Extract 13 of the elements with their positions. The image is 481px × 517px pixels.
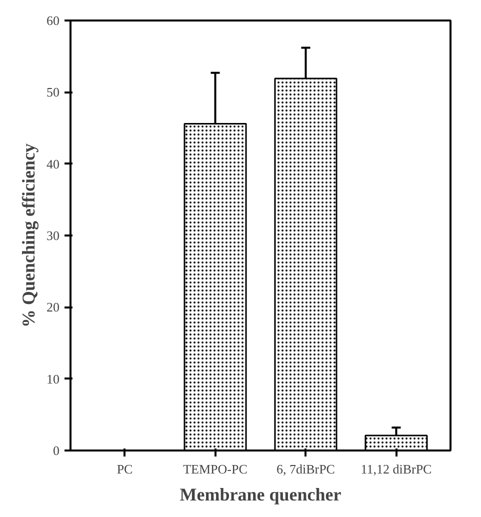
x-tick-label: 6, 7diBrPC	[276, 462, 335, 476]
y-tick-label: 30	[46, 228, 60, 243]
y-axis-title: % Quenching efficiency	[18, 144, 38, 328]
x-tick-label: PC	[116, 462, 133, 476]
y-tick-label: 40	[46, 156, 60, 172]
y-tick-label: 10	[46, 371, 60, 386]
x-tick-label: 11,12 diBrPC	[360, 462, 432, 476]
y-tick-label: 20	[46, 300, 60, 315]
y-tick-label: 50	[46, 84, 60, 100]
y-tick-label: 60	[46, 13, 60, 28]
x-axis-title: Membrane quencher	[180, 484, 342, 504]
x-tick-label: TEMPO-PC	[183, 462, 248, 476]
y-tick-label: 0	[53, 443, 60, 458]
